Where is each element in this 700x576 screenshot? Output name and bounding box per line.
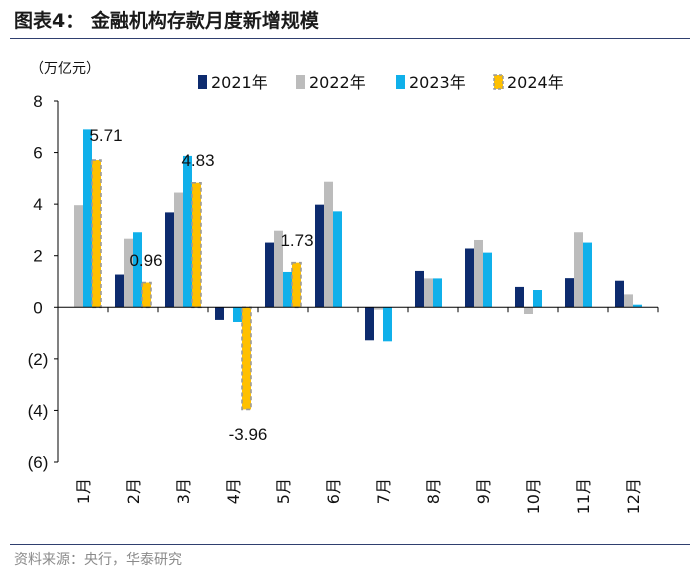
bar-2021年-8月[interactable]	[415, 270, 424, 308]
y-tick-label: (2)	[28, 350, 49, 369]
bar-2024年-4月[interactable]	[241, 306, 252, 411]
bar-2023年-9月[interactable]	[483, 252, 492, 308]
x-tick-label: 3月	[174, 478, 193, 504]
data-label-4月: -3.96	[229, 425, 268, 444]
x-tick-label: 4月	[224, 478, 243, 504]
legend-label-1[interactable]: 2021年	[211, 73, 268, 92]
x-tick-label: 9月	[474, 478, 493, 504]
legend-label-4[interactable]: 2024年	[507, 73, 564, 92]
bar-2021年-12月[interactable]	[615, 280, 624, 308]
bar-2022年-2月[interactable]	[124, 238, 133, 308]
bar-2022年-5月[interactable]	[274, 230, 283, 308]
figure-title: 图表4： 金融机构存款月度新增规模	[14, 10, 319, 32]
bar-2021年-11月[interactable]	[565, 278, 574, 308]
bar-2021年-4月[interactable]	[215, 307, 224, 320]
legend-swatch-4	[493, 74, 504, 90]
bar-2022年-9月[interactable]	[474, 239, 483, 308]
x-tick-label: 7月	[374, 478, 393, 504]
bar-2023年-4月[interactable]	[233, 307, 242, 322]
bar-2024年-5月[interactable]	[291, 261, 302, 309]
x-tick-label: 11月	[574, 478, 593, 514]
bar-2022年-8月[interactable]	[424, 278, 433, 308]
bar-2023年-1月[interactable]	[83, 129, 92, 308]
x-tick-label: 8月	[424, 478, 443, 504]
y-tick-label: 4	[33, 195, 42, 214]
bar-2023年-3月[interactable]	[183, 155, 192, 308]
bar-2023年-7月[interactable]	[383, 307, 392, 342]
bar-2024年-2月[interactable]	[141, 281, 152, 309]
bar-2022年-6月[interactable]	[324, 181, 333, 308]
y-tick-label: 6	[33, 144, 42, 163]
bar-2021年-2月[interactable]	[115, 274, 124, 308]
legend-swatch-3	[396, 75, 405, 89]
bar-2023年-8月[interactable]	[433, 278, 442, 308]
bar-2023年-12月[interactable]	[633, 304, 642, 308]
y-tick-label: (4)	[28, 401, 49, 420]
y-unit-label: （万亿元）	[30, 61, 100, 77]
bar-2021年-3月[interactable]	[165, 212, 174, 308]
x-tick-label: 1月	[74, 478, 93, 504]
data-label-2月: 0.96	[129, 251, 162, 270]
legend-swatch-2	[296, 75, 305, 89]
data-label-3月: 4.83	[181, 151, 214, 170]
bar-chart: （万亿元） 2021年 2022年 2023年 2024年 8 6 4 2 0 (2) (4) (6) 1…	[28, 61, 659, 514]
x-tick-label: 5月	[274, 478, 293, 504]
bar-2023年-11月[interactable]	[583, 242, 592, 308]
x-tick-label: 10月	[524, 478, 543, 514]
bar-2023年-10月[interactable]	[533, 290, 542, 308]
bar-2021年-10月[interactable]	[515, 286, 524, 308]
bar-2023年-5月[interactable]	[283, 271, 292, 308]
bar-2021年-5月[interactable]	[265, 242, 274, 308]
x-tick-label: 6月	[324, 478, 343, 504]
bar-2022年-3月[interactable]	[174, 192, 183, 308]
bar-2021年-7月[interactable]	[365, 307, 374, 341]
bar-2021年-6月[interactable]	[315, 204, 324, 308]
x-tick-label: 2月	[124, 478, 143, 504]
x-tick-label: 12月	[624, 478, 643, 514]
legend-swatch-1	[198, 75, 207, 89]
legend-label-2[interactable]: 2022年	[309, 73, 366, 92]
y-tick-label: 8	[33, 92, 42, 111]
y-tick-label: 0	[33, 298, 42, 317]
bar-2022年-10月[interactable]	[524, 307, 533, 314]
bar-2023年-6月[interactable]	[333, 211, 342, 308]
bar-2022年-1月[interactable]	[74, 205, 83, 308]
y-tick-label: (6)	[28, 453, 49, 472]
source-note: 资料来源：央行，华泰研究	[14, 552, 182, 568]
bar-2024年-3月[interactable]	[191, 181, 202, 309]
data-label-5月: 1.73	[280, 231, 313, 250]
bar-2024年-1月[interactable]	[91, 159, 102, 309]
title-rule	[10, 38, 690, 39]
footer-rule	[10, 544, 690, 545]
y-tick-label: 2	[33, 247, 42, 266]
bar-2022年-7月[interactable]	[374, 307, 383, 310]
bar-2023年-2月[interactable]	[133, 232, 142, 308]
bar-2021年-9月[interactable]	[465, 248, 474, 308]
bar-2022年-11月[interactable]	[574, 232, 583, 308]
bar-2022年-12月[interactable]	[624, 294, 633, 308]
legend-label-3[interactable]: 2023年	[409, 73, 466, 92]
data-label-1月: 5.71	[89, 126, 122, 145]
